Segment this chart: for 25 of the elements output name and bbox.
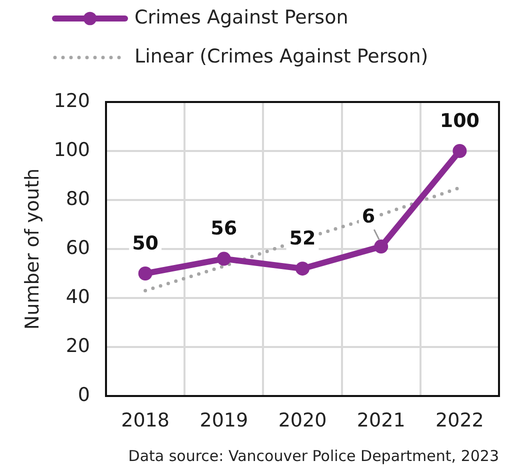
x-tick-label: 2022 <box>436 409 484 432</box>
legend-label: Linear (Crimes Against Person) <box>134 45 428 68</box>
source-note: Data source: Vancouver Police Department, 2023 <box>128 446 499 465</box>
y-tick-label: 0 <box>78 384 90 406</box>
y-tick-label: 80 <box>66 188 90 210</box>
point <box>374 240 388 254</box>
x-tick-label: 2021 <box>356 409 406 432</box>
legend-label: Crimes Against Person <box>134 6 348 28</box>
x-tick-label: 2019 <box>200 409 248 432</box>
point <box>296 262 310 276</box>
point <box>138 266 152 280</box>
y-axis-title: Number of youth <box>21 168 44 330</box>
y-tick-label: 40 <box>66 286 90 308</box>
x-tick-label: 2018 <box>121 409 170 432</box>
annotation: 6 <box>362 205 376 228</box>
y-tick-label: 60 <box>66 236 90 259</box>
data-label: 56 <box>210 218 238 240</box>
y-tick-label: 20 <box>66 334 90 357</box>
point <box>452 144 467 158</box>
data-label: 100 <box>440 110 480 132</box>
data-label: 50 <box>132 232 159 254</box>
y-tick-label: 100 <box>54 138 90 161</box>
point <box>216 252 231 266</box>
x-tick-label: 2020 <box>278 409 327 432</box>
y-tick-label: 120 <box>54 90 90 112</box>
